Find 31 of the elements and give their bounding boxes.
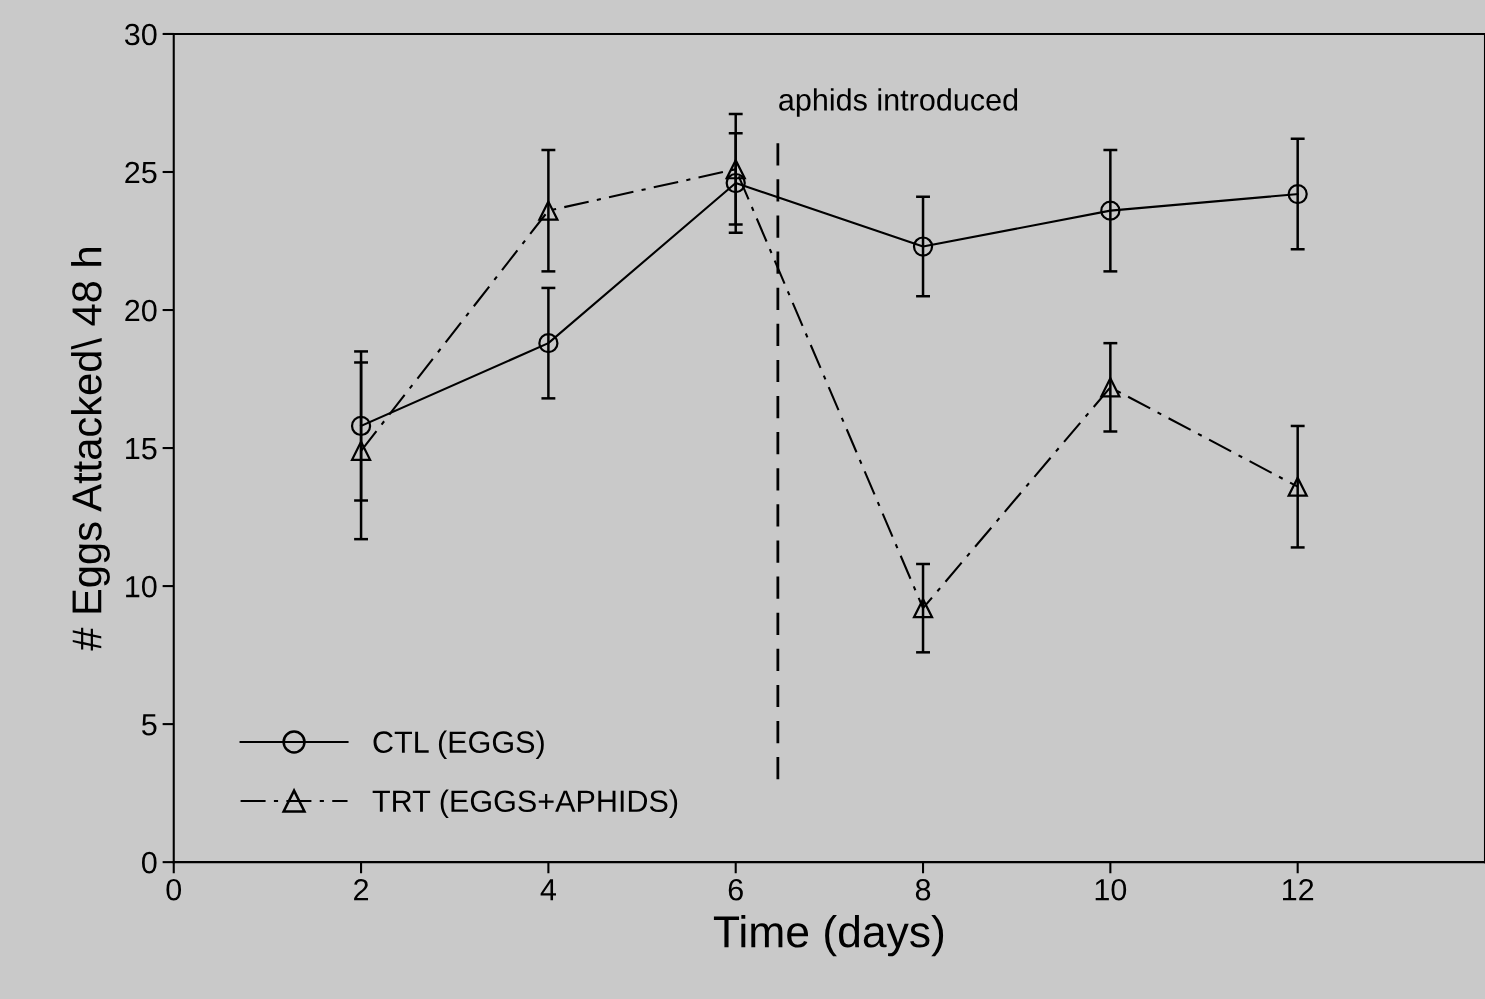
y-tick-label: 0 (141, 851, 157, 874)
y-tick-label: 25 (125, 161, 157, 184)
legend-label: TRT (EGGS+APHIDS) (372, 789, 678, 819)
y-tick-label: 15 (126, 438, 157, 460)
point (538, 333, 559, 354)
x-tick-label: 0 (166, 878, 182, 901)
y-tick-label: 20 (125, 299, 157, 322)
legend-label: CTL (EGGS) (373, 730, 544, 760)
point (1100, 200, 1121, 221)
x-tick-label: 6 (728, 878, 743, 901)
point (912, 598, 934, 619)
x-tick-label: 8 (915, 878, 931, 901)
point (1287, 476, 1308, 497)
y-axis-title: # Eggs Attacked\ 48 h (71, 248, 110, 651)
point (1100, 377, 1121, 398)
y-tick-label: 30 (124, 23, 157, 46)
y-tick-label: 5 (142, 714, 157, 736)
point (725, 172, 746, 194)
x-axis-title: Time (days) (713, 914, 944, 957)
point (538, 200, 559, 221)
point (350, 440, 372, 461)
x-tick-label: 10 (1095, 878, 1127, 901)
y-tick-label: 10 (126, 575, 157, 598)
x-tick-label: 4 (540, 879, 556, 901)
x-tick-label: 12 (1283, 878, 1314, 901)
ref-line-label: aphids introduced (779, 88, 1018, 117)
x-tick-label: 2 (354, 878, 369, 901)
point (725, 159, 746, 180)
point (1287, 183, 1308, 205)
point (350, 415, 372, 437)
point (912, 236, 934, 257)
